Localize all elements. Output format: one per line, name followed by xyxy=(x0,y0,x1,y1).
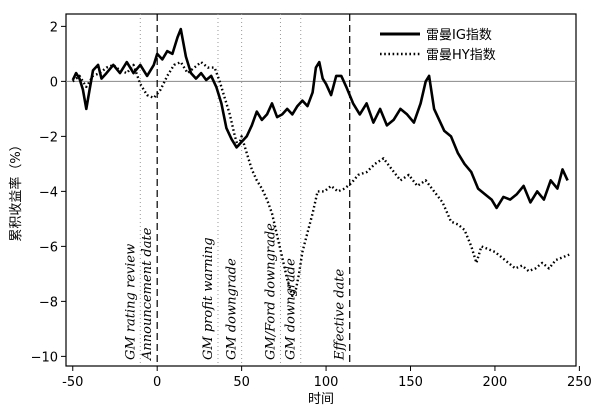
x-tick-label-4: 150 xyxy=(398,375,423,390)
legend-label-hy: 雷曼HY指数 xyxy=(426,48,496,63)
x-tick-label-1: 0 xyxy=(153,375,161,390)
event-lines xyxy=(139,14,351,366)
x-tick-label-2: 50 xyxy=(233,375,250,390)
x-axis-label: 时间 xyxy=(308,392,334,407)
event-label-2: GM profit warning xyxy=(201,237,216,360)
legend: 雷曼IG指数 雷曼HY指数 xyxy=(380,28,496,63)
y-tick-label-2: −2 xyxy=(39,130,58,145)
event-label-6: Effective date xyxy=(333,268,348,361)
y-tick-label-5: −8 xyxy=(39,295,58,310)
event-label-5: GM downgrade xyxy=(284,258,299,360)
event-label-3: GM downgrade xyxy=(225,258,240,360)
series-line-1 xyxy=(72,60,570,298)
event-label-4: GM/Ford downgrade xyxy=(263,223,278,360)
event-labels: GM rating review Announcement date GM prof… xyxy=(123,223,347,361)
x-axis-ticks: -50 0 50 100 150 200 250 xyxy=(62,366,592,390)
series-line-0 xyxy=(71,27,569,210)
series-group xyxy=(71,27,570,298)
y-tick-label-1: 0 xyxy=(50,75,58,90)
y-tick-label-0: 2 xyxy=(50,20,58,35)
event-label-1: Announcement date xyxy=(140,227,155,361)
y-tick-label-4: −6 xyxy=(39,240,58,255)
x-tick-label-6: 250 xyxy=(567,375,592,390)
y-tick-label-6: −10 xyxy=(31,350,58,365)
x-tick-label-0: -50 xyxy=(62,375,83,390)
x-tick-label-3: 100 xyxy=(314,375,339,390)
x-tick-label-5: 200 xyxy=(483,375,508,390)
y-axis-ticks: 2 0 −2 −4 −6 −8 −10 xyxy=(31,20,66,365)
y-tick-label-3: −4 xyxy=(39,185,58,200)
y-axis-label: 累积收益率（%） xyxy=(8,138,24,241)
event-label-0: GM rating review xyxy=(123,244,138,360)
legend-label-ig: 雷曼IG指数 xyxy=(426,28,492,43)
